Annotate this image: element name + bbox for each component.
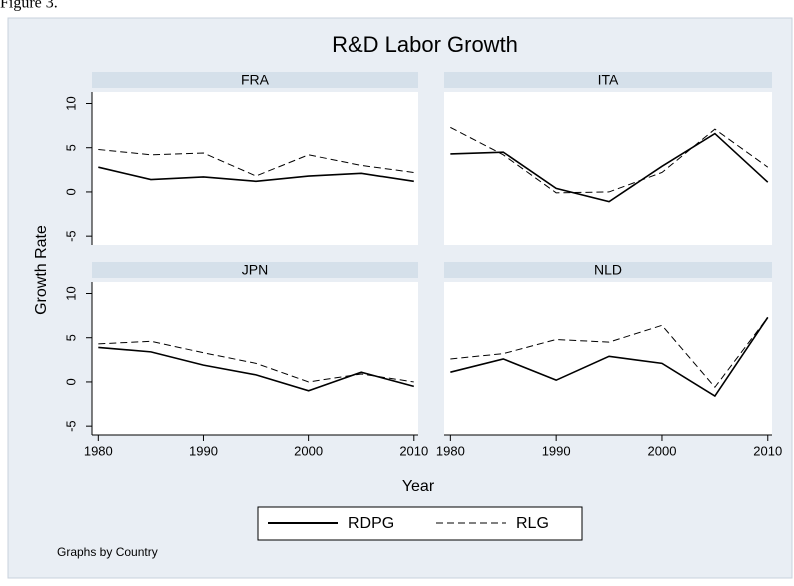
chart-title: R&D Labor Growth [332,32,518,57]
y-tick-label: 10 [63,286,78,300]
x-tick-label: 1980 [84,443,113,458]
panel-header [92,262,418,278]
panel-title: JPN [242,262,268,278]
x-tick-label: 1990 [189,443,218,458]
panel-header [92,72,418,88]
plot-area [92,282,418,435]
y-axis-label: Growth Rate [33,225,50,315]
x-tick-label: 2000 [294,443,323,458]
series-line [98,166,414,183]
x-tick-label: 2010 [753,443,782,458]
figure-label: Figure 3. [0,0,58,12]
series-line [450,132,769,203]
series-line [450,317,769,389]
panel-title: FRA [241,72,270,88]
y-tick-label: 5 [63,334,78,341]
series-line [450,126,769,194]
y-tick-label: 10 [63,96,78,110]
series-line [450,316,769,398]
y-tick-label: 0 [63,378,78,385]
x-tick-label: 1990 [542,443,571,458]
x-tick-label: 1980 [436,443,465,458]
plot-area [444,282,772,435]
y-tick-label: -5 [63,230,78,242]
plot-area [444,92,772,245]
x-axis-label: Year [402,478,435,495]
plot-area [92,92,418,245]
x-tick-label: 2000 [648,443,677,458]
panel-header [444,72,772,88]
series-line [98,340,414,383]
y-tick-label: 5 [63,144,78,151]
series-line [98,346,415,392]
y-tick-label: -5 [63,420,78,432]
panel-title: NLD [594,262,622,278]
panel-header [444,262,772,278]
x-tick-label: 2010 [399,443,428,458]
legend-label: RLG [516,515,549,532]
legend-label: RDPG [348,515,394,532]
note: Graphs by Country [57,545,158,559]
panel-title: ITA [598,72,619,88]
y-tick-label: 0 [63,188,78,195]
